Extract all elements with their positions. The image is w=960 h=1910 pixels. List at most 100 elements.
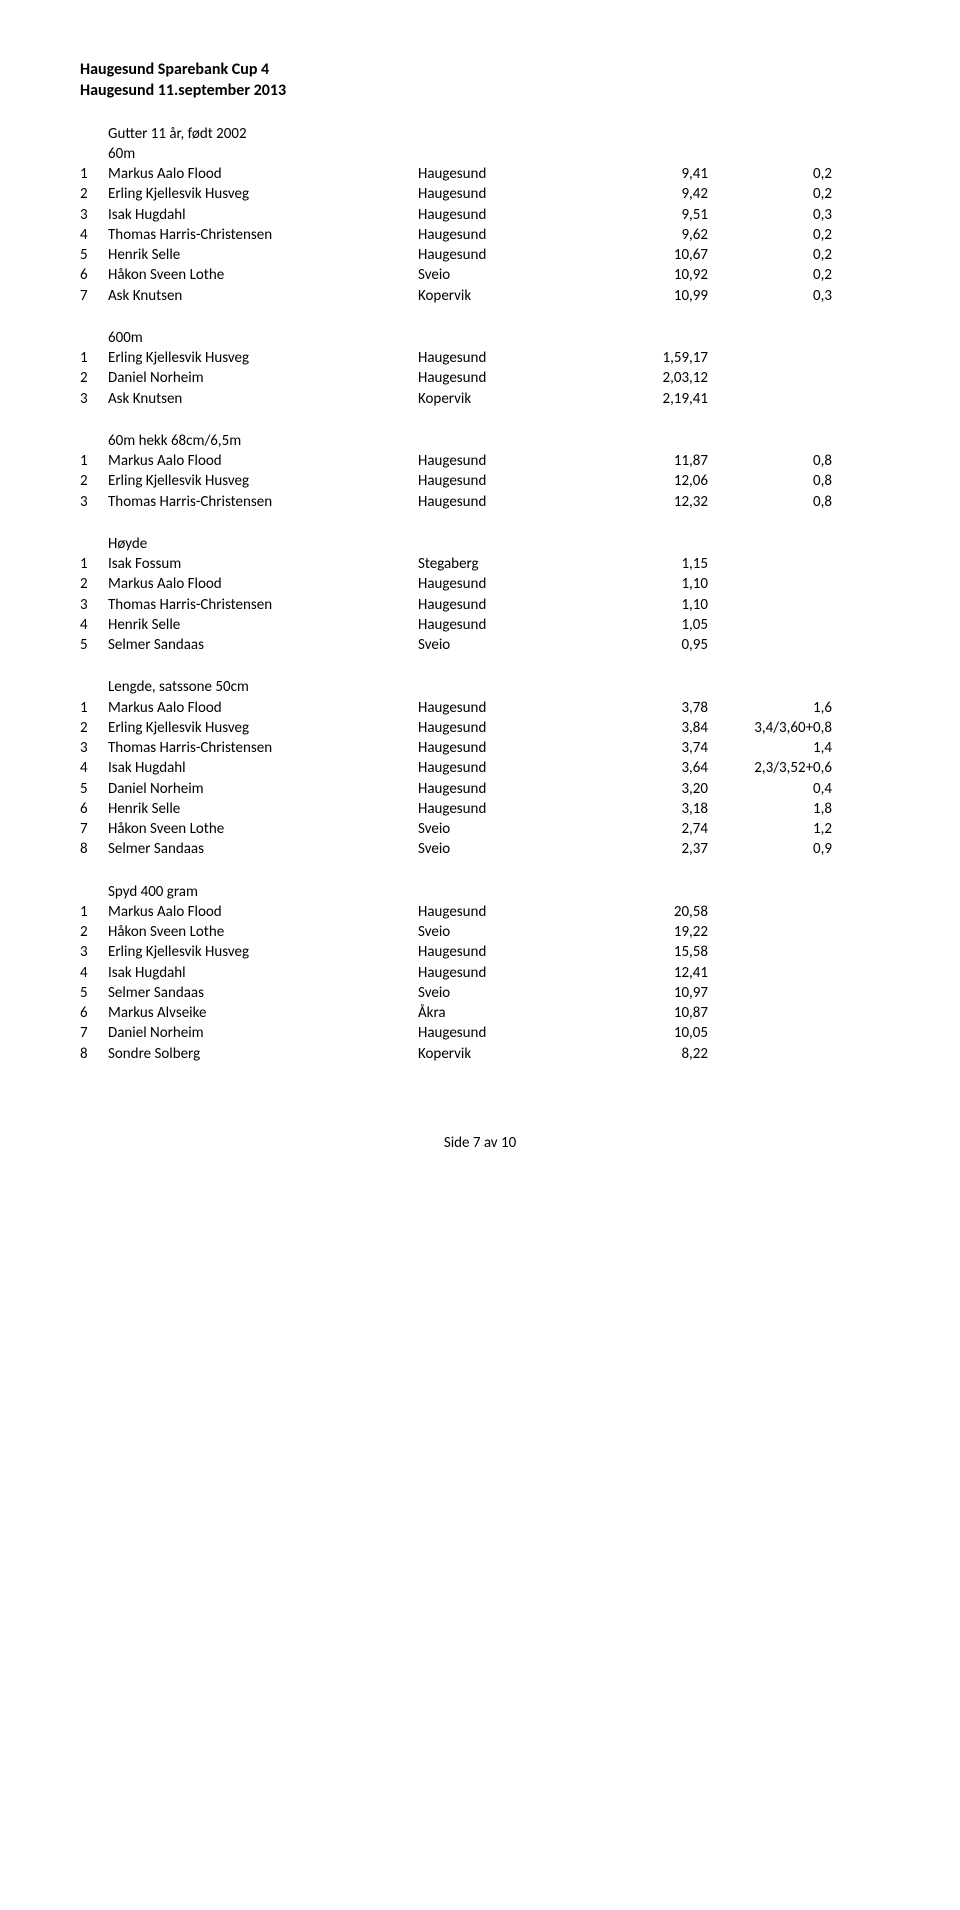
result-cell: 12,32 [618,492,708,512]
club-cell: Haugesund [418,348,618,368]
club-cell: Haugesund [418,615,618,635]
rank-cell: 2 [80,184,108,204]
name-cell: Markus Aalo Flood [108,902,418,922]
result-row: 2Daniel NorheimHaugesund2,03,12 [80,368,880,388]
result-cell: 1,05 [618,615,708,635]
rank-cell-blank [80,534,108,554]
extra-cell: 0,8 [708,471,832,491]
result-cell: 3,74 [618,738,708,758]
section-title: Høyde [108,534,147,554]
club-cell: Haugesund [418,799,618,819]
club-cell: Haugesund [418,451,618,471]
result-row: 6Håkon Sveen LotheSveio10,920,2 [80,265,880,285]
rank-cell: 2 [80,922,108,942]
club-cell: Sveio [418,635,618,655]
result-row: 3Isak HugdahlHaugesund9,510,3 [80,205,880,225]
result-cell: 9,42 [618,184,708,204]
result-row: 7Daniel NorheimHaugesund10,05 [80,1023,880,1043]
rank-cell-blank [80,431,108,451]
result-row: 6Henrik SelleHaugesund3,181,8 [80,799,880,819]
extra-cell: 0,8 [708,451,832,471]
club-cell: Haugesund [418,738,618,758]
result-row: 5Selmer SandaasSveio10,97 [80,983,880,1003]
result-row: 6Markus AlvseikeÅkra10,87 [80,1003,880,1023]
result-row: 1Markus Aalo FloodHaugesund20,58 [80,902,880,922]
name-cell: Thomas Harris-Christensen [108,225,418,245]
page-footer: Side 7 av 10 [80,1134,880,1152]
extra-cell: 0,4 [708,779,832,799]
club-cell: Haugesund [418,184,618,204]
result-cell: 0,95 [618,635,708,655]
result-cell: 8,22 [618,1044,708,1064]
extra-cell: 0,8 [708,492,832,512]
rank-cell: 1 [80,451,108,471]
club-cell: Sveio [418,265,618,285]
result-row: 4Isak HugdahlHaugesund12,41 [80,963,880,983]
section-title-row: 600m [80,328,880,348]
rank-cell: 5 [80,983,108,1003]
rank-cell: 1 [80,554,108,574]
extra-cell [708,368,832,388]
rank-cell: 8 [80,1044,108,1064]
extra-cell [708,574,832,594]
rank-cell: 7 [80,819,108,839]
extra-cell [708,615,832,635]
rank-cell: 1 [80,164,108,184]
result-cell: 1,10 [618,595,708,615]
rank-cell: 2 [80,574,108,594]
extra-cell [708,389,832,409]
result-row: 5Henrik SelleHaugesund10,670,2 [80,245,880,265]
result-row: 3Thomas Harris-ChristensenHaugesund1,10 [80,595,880,615]
extra-cell [708,348,832,368]
extra-cell: 0,2 [708,164,832,184]
name-cell: Henrik Selle [108,799,418,819]
result-row: 8Sondre SolbergKopervik8,22 [80,1044,880,1064]
name-cell: Markus Alvseike [108,1003,418,1023]
section-title-row: Gutter 11 år, født 2002 [80,124,880,144]
rank-cell: 3 [80,738,108,758]
name-cell: Markus Aalo Flood [108,698,418,718]
name-cell: Isak Hugdahl [108,758,418,778]
result-row: 2Erling Kjellesvik HusvegHaugesund9,420,… [80,184,880,204]
rank-cell: 1 [80,698,108,718]
result-row: 2Håkon Sveen LotheSveio19,22 [80,922,880,942]
section-title-row: Høyde [80,534,880,554]
result-row: 2Erling Kjellesvik HusvegHaugesund3,843,… [80,718,880,738]
club-cell: Sveio [418,819,618,839]
extra-cell [708,554,832,574]
name-cell: Markus Aalo Flood [108,164,418,184]
club-cell: Haugesund [418,779,618,799]
rank-cell: 5 [80,245,108,265]
club-cell: Haugesund [418,574,618,594]
rank-cell: 3 [80,205,108,225]
rank-cell: 4 [80,758,108,778]
club-cell: Haugesund [418,164,618,184]
rank-cell: 7 [80,286,108,306]
result-row: 1Markus Aalo FloodHaugesund3,781,6 [80,698,880,718]
result-row: 8Selmer SandaasSveio2,370,9 [80,839,880,859]
club-cell: Haugesund [418,902,618,922]
name-cell: Håkon Sveen Lothe [108,922,418,942]
club-cell: Haugesund [418,205,618,225]
result-cell: 10,99 [618,286,708,306]
rank-cell-blank [80,882,108,902]
rank-cell-blank [80,144,108,164]
rank-cell: 2 [80,471,108,491]
club-cell: Haugesund [418,492,618,512]
name-cell: Ask Knutsen [108,286,418,306]
club-cell: Sveio [418,839,618,859]
result-section: Gutter 11 år, født 200260m1Markus Aalo F… [80,124,880,306]
extra-cell: 0,2 [708,225,832,245]
club-cell: Kopervik [418,286,618,306]
result-cell: 2,37 [618,839,708,859]
rank-cell: 1 [80,902,108,922]
extra-cell: 1,2 [708,819,832,839]
name-cell: Isak Hugdahl [108,205,418,225]
rank-cell: 4 [80,225,108,245]
result-cell: 9,51 [618,205,708,225]
result-cell: 10,97 [618,983,708,1003]
name-cell: Håkon Sveen Lothe [108,819,418,839]
result-row: 4Thomas Harris-ChristensenHaugesund9,620… [80,225,880,245]
extra-cell: 2,3/3,52+0,6 [708,758,832,778]
club-cell: Haugesund [418,471,618,491]
